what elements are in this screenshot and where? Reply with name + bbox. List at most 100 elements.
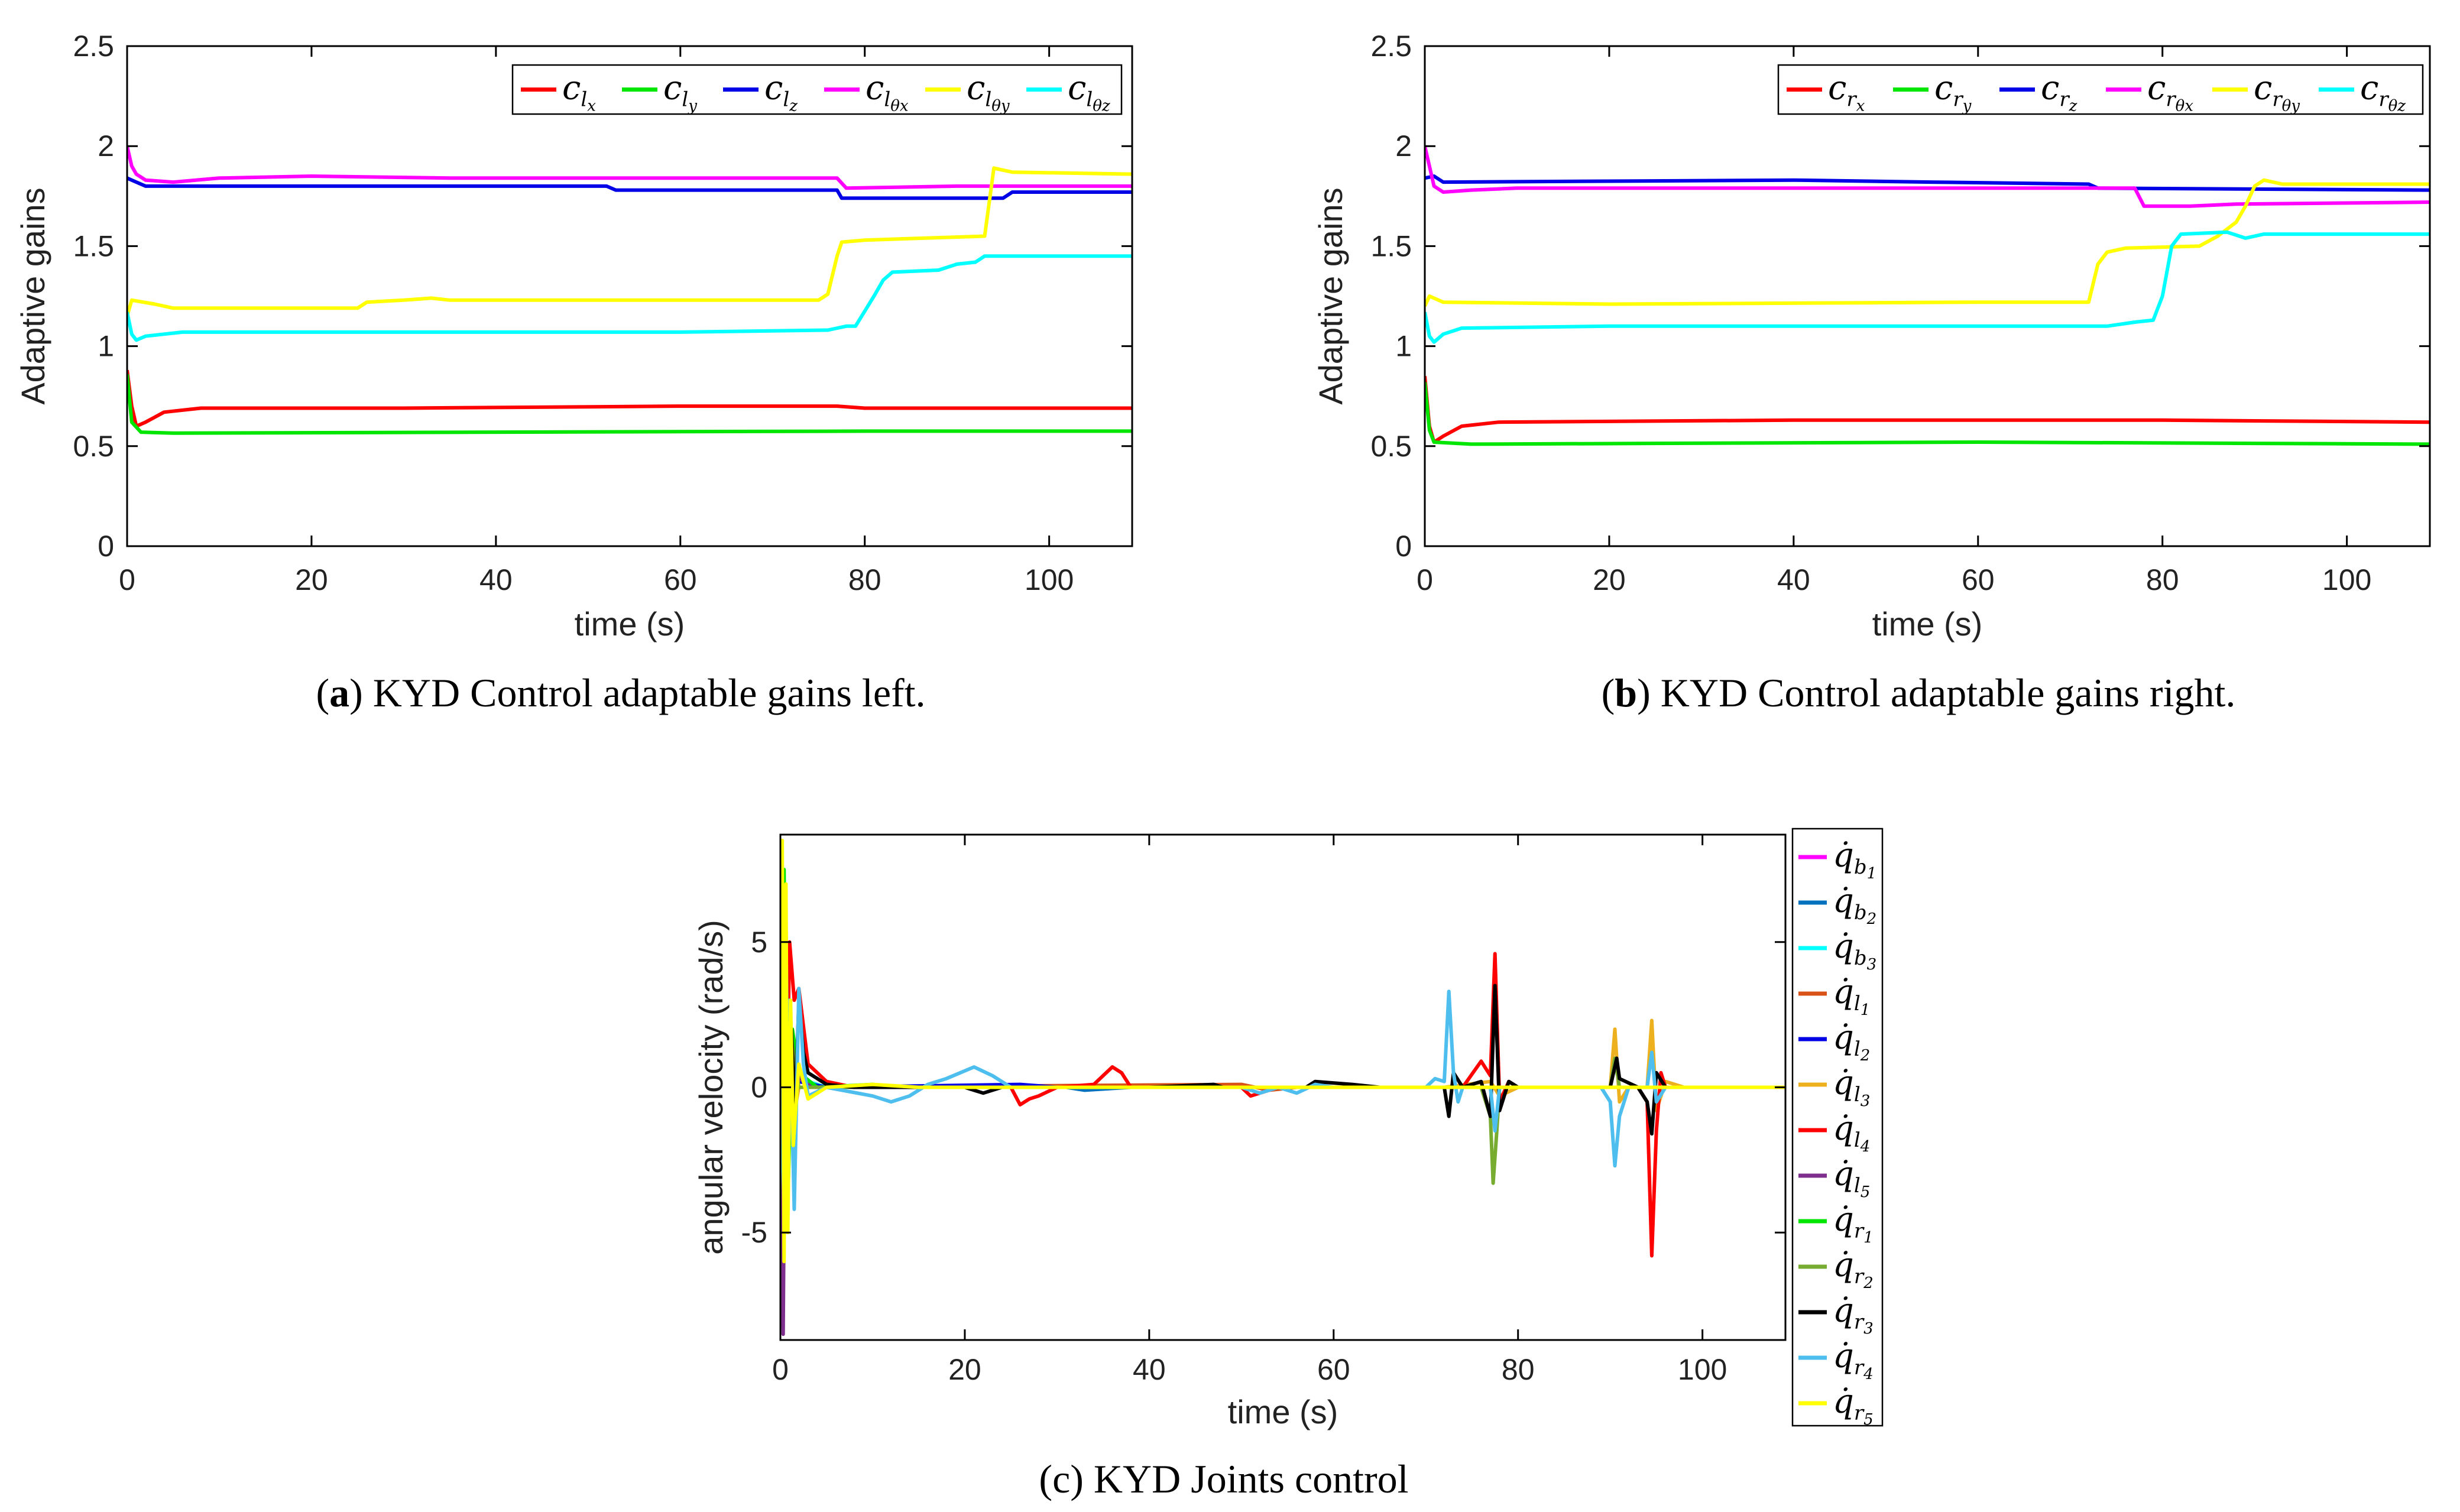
caption-b: (b) KYD Control adaptable gains right.	[1602, 670, 2236, 715]
legend-label: q̇r3	[1833, 1292, 1874, 1338]
legend-item-c_rz: crz	[1999, 69, 2077, 115]
legend-label: cry	[1934, 69, 1972, 115]
legend-label: q̇b1	[1833, 836, 1876, 882]
legend-item-q̇_r4: q̇r4	[1798, 1337, 1874, 1383]
legend-item-q̇_b1: q̇b1	[1798, 836, 1876, 882]
y-tick-label: 2.5	[1370, 30, 1412, 63]
legend-box	[1791, 828, 1884, 1427]
legend-item-q̇_r5: q̇r5	[1798, 1383, 1874, 1429]
y-tick-label: -5	[741, 1216, 767, 1249]
legend-item-c_lθx: clθx	[824, 69, 909, 115]
series-line-q̇_l2	[780, 1041, 1785, 1118]
legend-label: crz	[2041, 69, 2077, 115]
x-tick-label: 20	[948, 1353, 981, 1386]
x-tick-label: 0	[772, 1353, 789, 1386]
series-line-c_lz	[127, 176, 1132, 200]
legend-item-c_rθy: crθy	[2212, 69, 2300, 115]
legend-label: q̇l5	[1833, 1155, 1870, 1201]
caption-c-letter: c	[1052, 1456, 1070, 1501]
caption-b-text: KYD Control adaptable gains right.	[1651, 670, 2236, 715]
legend-label: clx	[562, 69, 596, 115]
legend-item-c_rθx: crθx	[2106, 69, 2193, 115]
legend-item-q̇_r3: q̇r3	[1798, 1292, 1874, 1338]
y-tick-label: 5	[751, 926, 767, 959]
series-line-c_lθy	[127, 166, 1132, 317]
legend-item-c_ry: cry	[1893, 69, 1972, 115]
legend-label: q̇r5	[1833, 1383, 1874, 1429]
legend-item-q̇_r2: q̇r2	[1798, 1246, 1874, 1292]
y-axis-label: Adaptive gains	[14, 187, 51, 404]
legend-item-c_rx: crx	[1787, 69, 1865, 115]
x-tick-label: 80	[848, 563, 881, 596]
legend-label: crθz	[2360, 69, 2406, 115]
y-tick-label: 0	[751, 1071, 767, 1104]
series-line-c_lθx	[127, 145, 1132, 190]
x-tick-label: 100	[1025, 563, 1074, 596]
series-line-c_rθx	[1425, 145, 2430, 208]
x-tick-label: 100	[1678, 1353, 1727, 1386]
y-tick-label: 1	[1395, 330, 1412, 363]
x-axis-label: time (s)	[1872, 605, 1983, 643]
legend: q̇b1q̇b2q̇b3q̇l1q̇l2q̇l3q̇l4q̇l5q̇r1q̇r2…	[1791, 828, 1884, 1429]
y-tick-label: 1.5	[1370, 229, 1412, 262]
series-line-q̇_l3	[780, 998, 1785, 1147]
series-group	[127, 145, 1132, 435]
series-line-q̇_r1	[780, 868, 1785, 1206]
series-line-q̇_r5	[780, 838, 1785, 1264]
caption-a-letter: a	[329, 670, 349, 715]
x-tick-label: 60	[1962, 563, 1995, 596]
legend-item-q̇_l2: q̇l2	[1798, 1018, 1870, 1065]
series-line-q̇_l4	[780, 940, 1785, 1258]
series-group	[1425, 145, 2430, 446]
caption-c: (c) KYD Joints control	[1039, 1456, 1408, 1501]
legend-item-q̇_l4: q̇l4	[1798, 1109, 1870, 1156]
x-axis-label: time (s)	[575, 605, 685, 643]
legend-item-q̇_r1: q̇r1	[1798, 1200, 1874, 1247]
y-tick-label: 0.5	[73, 430, 114, 463]
x-axis-label: time (s)	[1228, 1393, 1338, 1430]
legend-label: clθy	[967, 69, 1010, 115]
legend-label: cly	[663, 69, 697, 115]
legend-label: q̇r2	[1833, 1246, 1874, 1292]
series-group	[780, 838, 1785, 1336]
legend-item-q̇_l1: q̇l1	[1798, 973, 1870, 1019]
y-tick-label: 1	[98, 330, 114, 363]
series-line-c_ly	[127, 374, 1132, 435]
chart-panel-b: 0 20 40 60 80 100 0 0.5 1 1.5 2 2.5 time (s) Adaptive…	[1312, 30, 2431, 643]
x-tick-label: 80	[2146, 563, 2179, 596]
series-line-c_lx	[127, 369, 1132, 428]
x-tick-label: 40	[1777, 563, 1810, 596]
legend-label: clθx	[866, 69, 909, 115]
series-line-c_rx	[1425, 376, 2430, 444]
series-line-c_rθz	[1425, 230, 2430, 344]
y-tick-label: 0.5	[1370, 430, 1412, 463]
series-line-c_lθz	[127, 254, 1132, 342]
legend-label: q̇l3	[1833, 1064, 1870, 1110]
legend-label: crθy	[2254, 69, 2300, 115]
axes-frame	[1424, 45, 2431, 547]
legend-label: crθx	[2147, 69, 2193, 115]
axes-frame	[126, 45, 1133, 547]
series-line-c_ry	[1425, 382, 2430, 446]
chart-panel-c: 0 20 40 60 80 100 -5 0 5 time (s) angular velocity…	[692, 828, 1884, 1430]
legend-label: q̇l1	[1833, 973, 1870, 1019]
legend-box	[511, 64, 1123, 115]
legend-item-c_rθz: crθz	[2319, 69, 2406, 115]
series-line-q̇_b1	[780, 969, 1785, 1176]
caption-b-letter: b	[1615, 670, 1637, 715]
legend-item-q̇_l5: q̇l5	[1798, 1155, 1870, 1201]
legend-item-q̇_l3: q̇l3	[1798, 1064, 1870, 1110]
y-tick-label: 2	[1395, 129, 1412, 163]
legend: clx cly clz clθx clθy clθz	[511, 64, 1123, 115]
legend-item-q̇_b2: q̇b2	[1798, 882, 1876, 928]
y-axis-label: Adaptive gains	[1312, 187, 1349, 404]
x-tick-label: 40	[479, 563, 513, 596]
series-line-q̇_r2	[780, 1027, 1785, 1185]
caption-a-text: KYD Control adaptable gains left.	[363, 670, 926, 715]
caption-a: (a) KYD Control adaptable gains left.	[316, 670, 925, 715]
series-line-q̇_r4	[780, 987, 1785, 1235]
legend-label: q̇r4	[1833, 1337, 1874, 1383]
series-line-c_rθy	[1425, 178, 2430, 307]
legend: crx cry crz crθx crθy crθz	[1777, 64, 2424, 115]
